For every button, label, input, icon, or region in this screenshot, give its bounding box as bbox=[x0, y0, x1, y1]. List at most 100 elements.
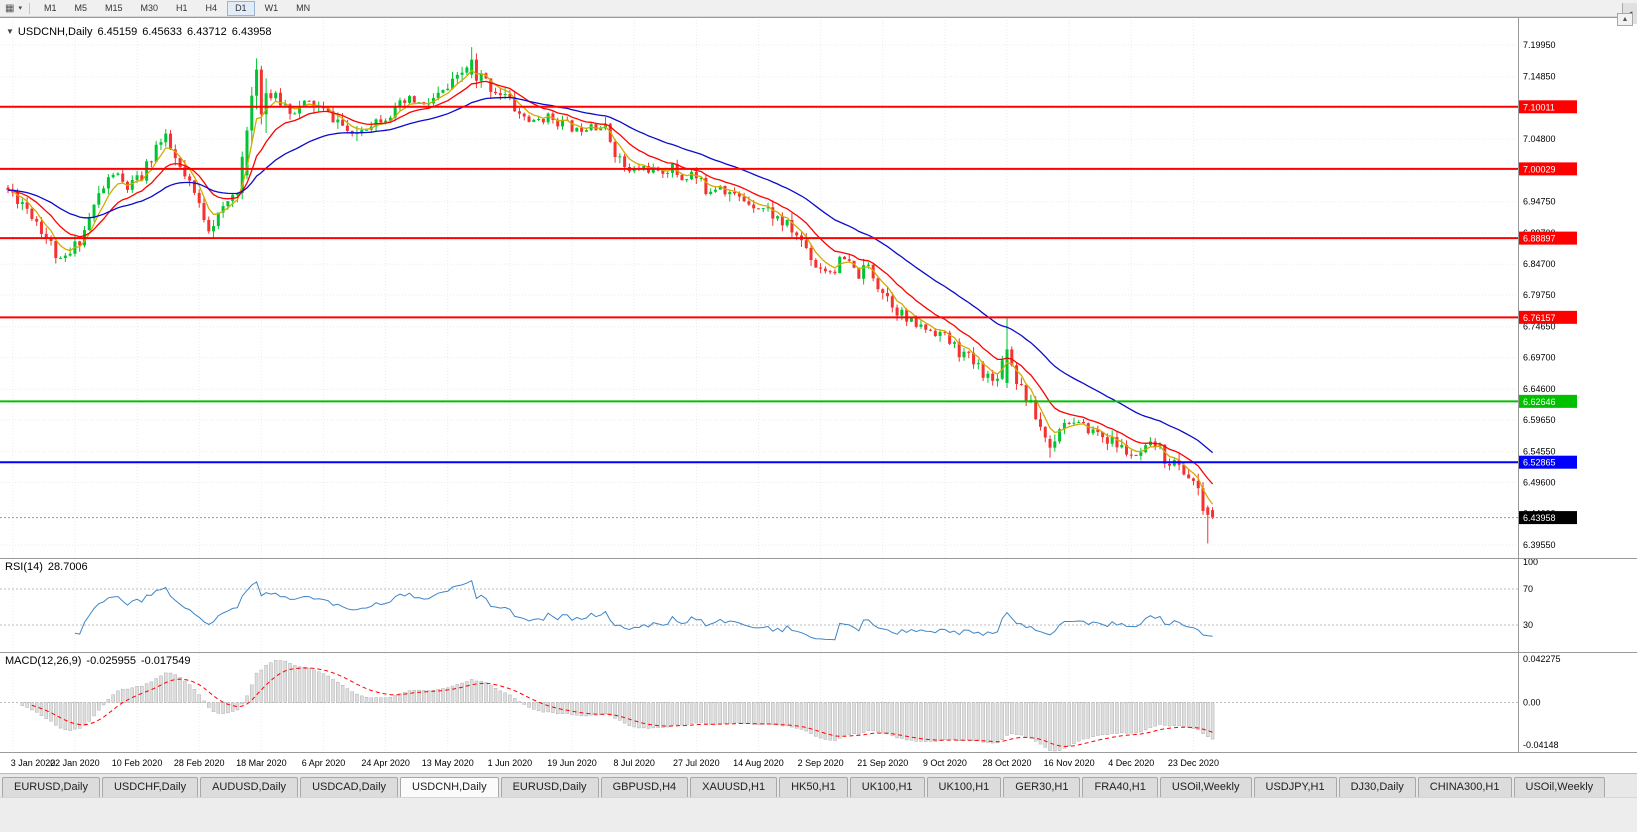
timeframe-button-w1[interactable]: W1 bbox=[264, 2, 279, 13]
svg-text:4 Dec 2020: 4 Dec 2020 bbox=[1108, 758, 1154, 768]
svg-text:14 Aug 2020: 14 Aug 2020 bbox=[733, 758, 784, 768]
svg-text:23 Dec 2020: 23 Dec 2020 bbox=[1168, 758, 1219, 768]
timeframe-button-m15[interactable]: M15 bbox=[105, 2, 123, 13]
rsi-indicator-label: RSI(14) 28.7006 bbox=[5, 561, 88, 573]
svg-text:21 Sep 2020: 21 Sep 2020 bbox=[857, 758, 908, 768]
collapse-icon[interactable]: ▼ bbox=[6, 27, 14, 36]
svg-text:7.19950: 7.19950 bbox=[1523, 40, 1556, 50]
svg-text:6.52865: 6.52865 bbox=[1523, 458, 1556, 468]
svg-text:6.94750: 6.94750 bbox=[1523, 197, 1556, 207]
macd-main-value: -0.025955 bbox=[86, 655, 136, 667]
timeframe-button-m5[interactable]: M5 bbox=[74, 2, 87, 13]
chart-tab-xauusd-h1[interactable]: XAUUSD,H1 bbox=[690, 777, 778, 797]
svg-text:6.43958: 6.43958 bbox=[1523, 513, 1556, 523]
svg-text:0.042275: 0.042275 bbox=[1523, 654, 1561, 664]
svg-text:6.39550: 6.39550 bbox=[1523, 540, 1556, 550]
svg-text:28 Oct 2020: 28 Oct 2020 bbox=[982, 758, 1031, 768]
chart-tab-usdcnh-daily[interactable]: USDCNH,Daily bbox=[400, 777, 499, 797]
svg-text:7.14850: 7.14850 bbox=[1523, 72, 1556, 82]
svg-text:6.69700: 6.69700 bbox=[1523, 352, 1556, 362]
rsi-value: 28.7006 bbox=[47, 561, 88, 573]
svg-text:27 Jul 2020: 27 Jul 2020 bbox=[673, 758, 720, 768]
charts-icon[interactable]: ▦ bbox=[5, 2, 15, 14]
timeframe-button-h1[interactable]: H1 bbox=[176, 2, 188, 13]
chart-tab-china300-h1[interactable]: CHINA300,H1 bbox=[1417, 777, 1512, 797]
svg-text:-0.04148: -0.04148 bbox=[1523, 740, 1559, 750]
svg-text:7.00029: 7.00029 bbox=[1523, 164, 1556, 174]
chart-canvas[interactable]: 7.199507.148507.098007.048006.997506.947… bbox=[0, 17, 1637, 773]
chart-tab-gbpusd-h4[interactable]: GBPUSD,H4 bbox=[600, 777, 689, 797]
chart-window: 7.199507.148507.098007.048006.997506.947… bbox=[0, 17, 1637, 773]
chart-tab-usdcad-daily[interactable]: USDCAD,Daily bbox=[300, 777, 399, 797]
svg-text:6.76157: 6.76157 bbox=[1523, 313, 1556, 323]
time-axis[interactable] bbox=[0, 752, 1518, 773]
svg-text:8 Jul 2020: 8 Jul 2020 bbox=[613, 758, 655, 768]
svg-text:6.88897: 6.88897 bbox=[1523, 234, 1556, 244]
svg-text:16 Nov 2020: 16 Nov 2020 bbox=[1044, 758, 1095, 768]
svg-text:22 Jan 2020: 22 Jan 2020 bbox=[50, 758, 100, 768]
chart-tab-uk100-h1[interactable]: UK100,H1 bbox=[849, 777, 925, 797]
svg-text:6.62646: 6.62646 bbox=[1523, 397, 1556, 407]
svg-text:6.54550: 6.54550 bbox=[1523, 447, 1556, 457]
chart-tab-usdchf-daily[interactable]: USDCHF,Daily bbox=[101, 777, 199, 797]
timeframe-button-mn[interactable]: MN bbox=[296, 2, 311, 13]
timeframe-button-m30[interactable]: M30 bbox=[140, 2, 159, 13]
toolbar-divider bbox=[28, 2, 30, 14]
charts-menu-caret-icon[interactable]: ▾ bbox=[18, 5, 22, 12]
chart-tab-audusd-daily[interactable]: AUDUSD,Daily bbox=[200, 777, 299, 797]
chart-tab-usoil-weekly[interactable]: USOil,Weekly bbox=[1159, 777, 1252, 797]
chart-tab-ger30-h1[interactable]: GER30,H1 bbox=[1003, 777, 1081, 797]
macd-name: MACD(12,26,9) bbox=[5, 655, 82, 667]
chart-tab-bar: EURUSD,Daily USDCHF,Daily AUDUSD,Daily USDC… bbox=[0, 773, 1637, 797]
svg-text:1 Jun 2020: 1 Jun 2020 bbox=[488, 758, 533, 768]
quote-close: 6.43958 bbox=[231, 26, 272, 38]
status-bar bbox=[0, 797, 1637, 832]
svg-text:24 Apr 2020: 24 Apr 2020 bbox=[361, 758, 410, 768]
chart-scroll-up-button[interactable]: ▲ bbox=[1617, 13, 1633, 26]
macd-indicator-label: MACD(12,26,9) -0.025955 -0.017549 bbox=[5, 655, 191, 667]
chart-title: ▼ USDCNH,Daily 6.45159 6.45633 6.43712 6.4395… bbox=[6, 26, 272, 38]
svg-text:9 Oct 2020: 9 Oct 2020 bbox=[923, 758, 967, 768]
svg-text:30: 30 bbox=[1523, 620, 1533, 630]
timeframe-button-d1[interactable]: D1 bbox=[227, 0, 255, 16]
svg-text:6.84700: 6.84700 bbox=[1523, 259, 1556, 269]
svg-text:100: 100 bbox=[1523, 557, 1538, 567]
chart-symbol-period: USDCNH,Daily bbox=[17, 26, 93, 38]
quote-open: 6.45159 bbox=[97, 26, 138, 38]
timeframe-button-h4[interactable]: H4 bbox=[205, 2, 218, 13]
svg-text:6.64600: 6.64600 bbox=[1523, 384, 1556, 394]
svg-text:7.10011: 7.10011 bbox=[1523, 102, 1555, 112]
svg-text:28 Feb 2020: 28 Feb 2020 bbox=[174, 758, 225, 768]
svg-text:0.00: 0.00 bbox=[1523, 698, 1541, 708]
chart-tab-eurusd-daily[interactable]: EURUSD,Daily bbox=[500, 777, 599, 797]
chart-tab-usoil-weekly[interactable]: USOil,Weekly bbox=[1513, 777, 1606, 797]
svg-text:6 Apr 2020: 6 Apr 2020 bbox=[302, 758, 346, 768]
chart-tab-uk100-h1[interactable]: UK100,H1 bbox=[926, 777, 1002, 797]
price-axis[interactable] bbox=[1518, 17, 1637, 752]
svg-text:6.74650: 6.74650 bbox=[1523, 322, 1556, 332]
svg-text:6.59650: 6.59650 bbox=[1523, 415, 1556, 425]
quote-high: 6.45633 bbox=[142, 26, 183, 38]
svg-text:18 Mar 2020: 18 Mar 2020 bbox=[236, 758, 287, 768]
quote-low: 6.43712 bbox=[187, 26, 227, 38]
svg-text:3 Jan 2020: 3 Jan 2020 bbox=[11, 758, 56, 768]
chart-tab-usdjpy-h1[interactable]: USDJPY,H1 bbox=[1253, 777, 1337, 797]
svg-text:10 Feb 2020: 10 Feb 2020 bbox=[112, 758, 163, 768]
svg-text:70: 70 bbox=[1523, 584, 1533, 594]
svg-text:19 Jun 2020: 19 Jun 2020 bbox=[547, 758, 597, 768]
svg-text:2 Sep 2020: 2 Sep 2020 bbox=[798, 758, 844, 768]
svg-text:7.04800: 7.04800 bbox=[1523, 134, 1556, 144]
chart-tab-eurusd-daily[interactable]: EURUSD,Daily bbox=[2, 777, 100, 797]
svg-text:13 May 2020: 13 May 2020 bbox=[422, 758, 474, 768]
top-toolbar: ▦ ▾ M1 M5 M15 M30 H1 H4 D1 W1 MN bbox=[0, 0, 1637, 17]
timeframe-button-m1[interactable]: M1 bbox=[43, 2, 57, 13]
timeframe-toolbar: M1 M5 M15 M30 H1 H4 D1 W1 MN bbox=[35, 0, 319, 16]
chart-tab-hk50-h1[interactable]: HK50,H1 bbox=[779, 777, 848, 797]
chart-tab-fra40-h1[interactable]: FRA40,H1 bbox=[1082, 777, 1158, 797]
macd-signal-value: -0.017549 bbox=[140, 655, 191, 667]
svg-text:6.49600: 6.49600 bbox=[1523, 477, 1556, 487]
chart-tab-dj30-daily[interactable]: DJ30,Daily bbox=[1338, 777, 1416, 797]
svg-text:6.79750: 6.79750 bbox=[1523, 290, 1556, 300]
rsi-name: RSI(14) bbox=[5, 561, 43, 573]
